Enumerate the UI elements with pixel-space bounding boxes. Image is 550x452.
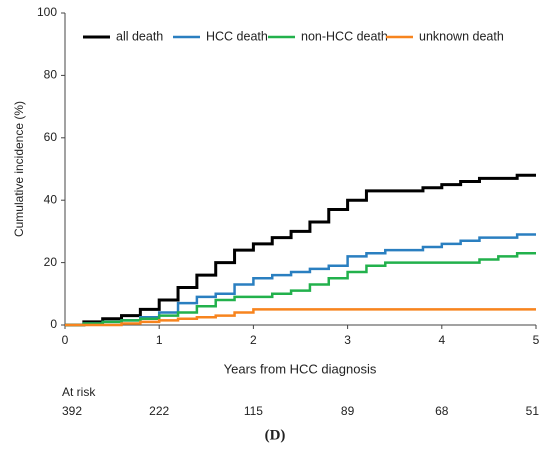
- legend-label: HCC death: [206, 29, 268, 43]
- legend-label: unknown death: [419, 29, 504, 43]
- at-risk-value: 51: [526, 404, 540, 418]
- series-line: [65, 308, 536, 327]
- at-risk-value: 115: [244, 404, 263, 418]
- x-axis-label: Years from HCC diagnosis: [224, 361, 377, 376]
- x-tick-label: 1: [156, 333, 163, 347]
- at-risk-value: 68: [435, 404, 449, 418]
- caption: (D): [265, 427, 286, 443]
- y-tick-label: 20: [44, 255, 58, 269]
- y-axis-label: Cumulative incidence (%): [12, 101, 26, 237]
- at-risk-label: At risk: [62, 385, 96, 399]
- at-risk-value: 222: [149, 404, 169, 418]
- x-tick-label: 0: [62, 333, 69, 347]
- x-tick-label: 2: [250, 333, 257, 347]
- series-line: [65, 251, 536, 327]
- at-risk-value: 392: [62, 404, 82, 418]
- x-tick-label: 5: [533, 333, 540, 347]
- legend-label: all death: [116, 29, 163, 43]
- series-line: [65, 173, 536, 327]
- y-tick-label: 60: [44, 130, 58, 144]
- y-tick-label: 0: [50, 317, 57, 331]
- x-tick-label: 3: [344, 333, 351, 347]
- x-tick-label: 4: [438, 333, 445, 347]
- y-tick-label: 80: [44, 68, 58, 82]
- legend-label: non-HCC death: [301, 29, 388, 43]
- y-tick-label: 40: [44, 192, 58, 206]
- y-tick-label: 100: [37, 5, 57, 19]
- series-line: [65, 233, 536, 327]
- at-risk-value: 89: [341, 404, 355, 418]
